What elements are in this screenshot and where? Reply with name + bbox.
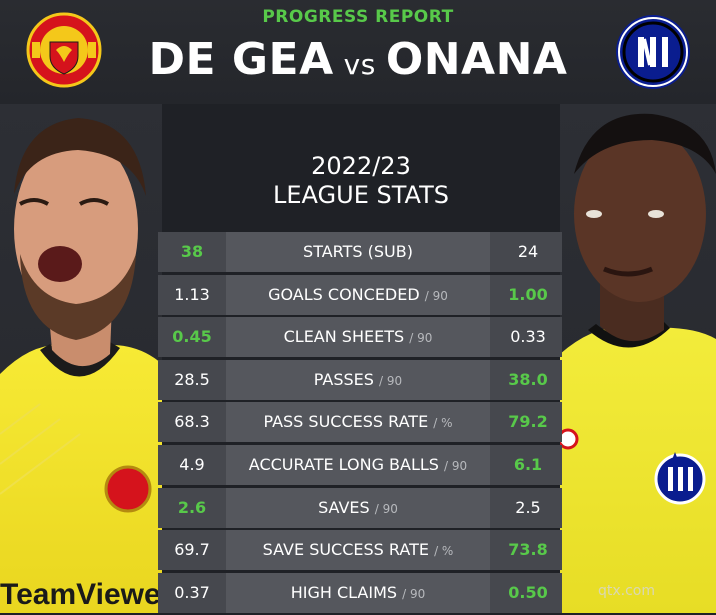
player-left-illustration: TeamViewer — [0, 118, 162, 613]
stat-value-right: 73.8 — [508, 540, 548, 560]
stat-unit: / % — [433, 416, 453, 431]
stat-row: 0.37 HIGH CLAIMS / 90 0.50 — [158, 572, 562, 613]
manchester-united-crest-icon — [26, 12, 102, 88]
stat-row: 4.9 ACCURATE LONG BALLS / 90 6.1 — [158, 444, 562, 485]
stat-row: 28.5 PASSES / 90 38.0 — [158, 359, 562, 400]
stat-unit: / 90 — [444, 458, 468, 473]
stat-value-left: 1.13 — [174, 284, 210, 304]
stat-label-cell: CLEAN SHEETS / 90 — [226, 317, 490, 358]
player-left-photo: TeamViewer — [0, 104, 162, 613]
stat-label: STARTS (SUB) — [303, 242, 413, 261]
stat-label-cell: ACCURATE LONG BALLS / 90 — [226, 444, 490, 485]
stat-value-left: 38 — [180, 242, 204, 261]
stat-value-left: 68.3 — [174, 412, 210, 432]
stat-value-right: 79.2 — [508, 412, 548, 432]
stat-label: PASS SUCCESS RATE — [263, 412, 429, 432]
vs-label: vs — [343, 48, 376, 81]
stat-value-right: 0.50 — [508, 582, 548, 602]
sponsor-logo: TeamViewer — [0, 578, 162, 611]
player-right-name: ONANA — [385, 34, 568, 85]
stat-label-cell: STARTS (SUB) — [226, 232, 490, 272]
stat-row: 2.6 SAVES / 90 2.5 — [158, 487, 562, 528]
stat-label: GOALS CONCEDED — [268, 284, 420, 304]
stat-label: ACCURATE LONG BALLS — [248, 454, 439, 474]
stat-unit: / 90 — [402, 586, 426, 601]
header: PROGRESS REPORT DE GEA vs ONANA — [0, 0, 716, 104]
season-title: LEAGUE STATS — [273, 181, 449, 209]
stat-value-left: 0.45 — [172, 327, 212, 347]
stat-value-left: 69.7 — [174, 540, 210, 560]
stat-label-cell: GOALS CONCEDED / 90 — [226, 274, 490, 315]
stat-label-cell: HIGH CLAIMS / 90 — [226, 572, 490, 613]
stat-value-right: 6.1 — [513, 454, 543, 474]
stat-row: 0.45 CLEAN SHEETS / 90 0.33 — [158, 317, 562, 358]
stat-row: 38 STARTS (SUB) 24 — [158, 232, 562, 272]
stat-label-cell: PASSES / 90 — [226, 359, 490, 400]
stat-row: 69.7 SAVE SUCCESS RATE / % 73.8 — [158, 530, 562, 571]
matchup-title: DE GEA vs ONANA — [0, 33, 716, 92]
stat-value-right: 24 — [517, 242, 539, 261]
player-right-illustration — [560, 113, 716, 613]
stat-label: CLEAN SHEETS — [283, 327, 405, 347]
stat-value-right: 2.5 — [515, 497, 541, 517]
stat-label-cell: SAVE SUCCESS RATE / % — [226, 530, 490, 571]
watermark: qtx.com — [598, 583, 656, 599]
report-kicker: PROGRESS REPORT — [262, 7, 454, 27]
stat-label-cell: PASS SUCCESS RATE / % — [226, 402, 490, 443]
stat-label: SAVE SUCCESS RATE — [262, 540, 429, 560]
stat-unit: / 90 — [409, 331, 433, 346]
stat-value-left: 2.6 — [177, 497, 207, 517]
stat-unit: / 90 — [424, 288, 448, 303]
stat-value-right: 0.33 — [510, 327, 546, 347]
inter-crest-icon — [616, 15, 690, 89]
stat-label: SAVES — [318, 497, 370, 517]
player-right-photo — [560, 104, 716, 613]
stat-label: PASSES — [313, 369, 374, 389]
stat-label: HIGH CLAIMS — [290, 582, 398, 602]
stat-label-cell: SAVES / 90 — [226, 487, 490, 528]
stat-unit: / 90 — [374, 501, 398, 516]
stat-value-right: 38.0 — [508, 369, 548, 389]
stat-unit: / % — [434, 544, 454, 559]
stat-row: 68.3 PASS SUCCESS RATE / % 79.2 — [158, 402, 562, 443]
stat-value-left: 4.9 — [179, 454, 205, 474]
stat-value-left: 28.5 — [174, 369, 210, 389]
player-left-name: DE GEA — [148, 34, 334, 85]
stat-value-right: 1.00 — [508, 284, 548, 304]
stat-row: 1.13 GOALS CONCEDED / 90 1.00 — [158, 274, 562, 315]
stat-unit: / 90 — [379, 373, 403, 388]
stat-value-left: 0.37 — [174, 582, 210, 602]
season-year: 2022/23 — [311, 152, 411, 180]
stats-table: 38 STARTS (SUB) 24 1.13 GOALS CONCEDED / 90 1… — [158, 232, 562, 615]
